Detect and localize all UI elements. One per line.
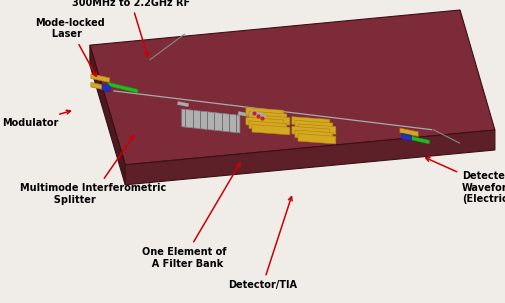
Polygon shape bbox=[109, 82, 138, 93]
Polygon shape bbox=[400, 128, 418, 136]
Polygon shape bbox=[182, 109, 240, 133]
Polygon shape bbox=[246, 108, 284, 118]
Circle shape bbox=[251, 112, 257, 115]
Polygon shape bbox=[125, 130, 495, 185]
Polygon shape bbox=[249, 111, 287, 122]
Polygon shape bbox=[91, 82, 110, 91]
Polygon shape bbox=[295, 120, 333, 131]
Polygon shape bbox=[298, 124, 336, 134]
Text: Detector/TIA: Detector/TIA bbox=[228, 197, 297, 290]
Circle shape bbox=[259, 114, 265, 118]
Polygon shape bbox=[246, 117, 284, 128]
Polygon shape bbox=[295, 130, 333, 140]
Polygon shape bbox=[401, 133, 412, 141]
Polygon shape bbox=[252, 125, 290, 135]
Text: One Element of
  A Filter Bank: One Element of A Filter Bank bbox=[142, 163, 240, 268]
Text: 300MHz to 2.2GHz RF: 300MHz to 2.2GHz RF bbox=[72, 0, 190, 56]
Polygon shape bbox=[252, 115, 290, 125]
Circle shape bbox=[255, 113, 261, 116]
Polygon shape bbox=[298, 134, 336, 144]
Polygon shape bbox=[102, 84, 110, 92]
Polygon shape bbox=[411, 136, 429, 144]
Text: Detected
Waveforms
(Electrical): Detected Waveforms (Electrical) bbox=[426, 158, 505, 205]
Polygon shape bbox=[90, 45, 125, 185]
Polygon shape bbox=[249, 121, 287, 131]
Text: Modulator: Modulator bbox=[3, 110, 70, 128]
Text: Mode-locked
     Laser: Mode-locked Laser bbox=[35, 18, 105, 76]
Polygon shape bbox=[292, 117, 330, 127]
Polygon shape bbox=[91, 74, 110, 82]
Polygon shape bbox=[90, 10, 495, 165]
Text: Multimode Interferometric
          Splitter: Multimode Interferometric Splitter bbox=[20, 135, 167, 205]
Polygon shape bbox=[292, 126, 330, 137]
